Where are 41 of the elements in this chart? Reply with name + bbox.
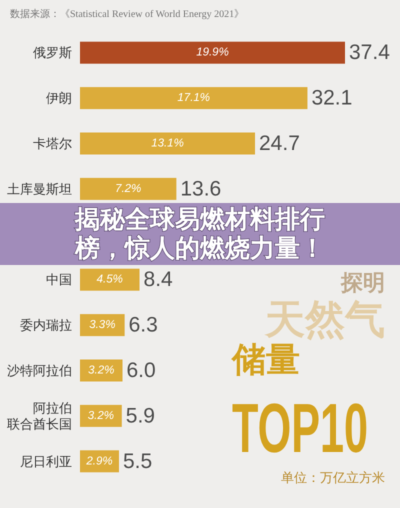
- annotation: 7.2%: [115, 182, 142, 195]
- data-label: 5.5: [122, 450, 152, 473]
- data-label: 24.7: [259, 132, 300, 155]
- annotation: 3.3%: [89, 319, 116, 332]
- text: 揭秘全球易燃材料排行榜，惊人的燃烧力量！: [74, 206, 325, 263]
- annotation: TOP10: [232, 390, 368, 468]
- y-tick-label: 伊朗: [46, 90, 72, 106]
- bar: [80, 178, 176, 200]
- annotation: 3.2%: [88, 364, 114, 376]
- data-label: 32.1: [311, 86, 352, 110]
- annotation: 单位：万亿立方米: [281, 470, 385, 485]
- bar: [80, 132, 256, 154]
- data-label: 37.4: [349, 41, 390, 64]
- source-note: 数据来源：《Statistical Review of World Energy 2021》: [10, 8, 244, 20]
- annotation: 探明: [340, 270, 385, 295]
- annotation: 17.1%: [177, 92, 210, 104]
- annotation: 19.9%: [196, 46, 229, 59]
- y-tick-label: 土库曼斯坦: [7, 181, 72, 196]
- bar: [80, 360, 123, 382]
- data-label: 6.0: [126, 359, 156, 382]
- annotation: 天然气: [264, 298, 385, 342]
- annotation: 4.5%: [96, 274, 123, 286]
- y-tick-label: 中国: [46, 272, 72, 288]
- data-label: 6.3: [128, 314, 158, 337]
- bar: [80, 268, 140, 291]
- bar: [80, 404, 122, 427]
- annotation: 13.1%: [151, 138, 184, 150]
- bar: [80, 87, 308, 110]
- annotation: 储量: [231, 341, 300, 379]
- data-label: 5.9: [126, 404, 156, 428]
- y-tick-label: 尼日利亚: [20, 454, 72, 469]
- bar: [80, 42, 345, 64]
- data-label: 8.4: [144, 268, 174, 292]
- y-tick-label: 卡塔尔: [33, 136, 72, 151]
- y-tick-label: 委内瑞拉: [20, 318, 72, 333]
- y-tick-label: 俄罗斯: [33, 45, 72, 60]
- annotation: 2.9%: [85, 455, 113, 468]
- y-tick-label: 阿拉伯联合酋长国: [7, 400, 72, 432]
- annotation: 3.2%: [88, 410, 114, 422]
- data-label: 13.6: [180, 177, 222, 200]
- y-tick-label: 沙特阿拉伯: [7, 363, 72, 378]
